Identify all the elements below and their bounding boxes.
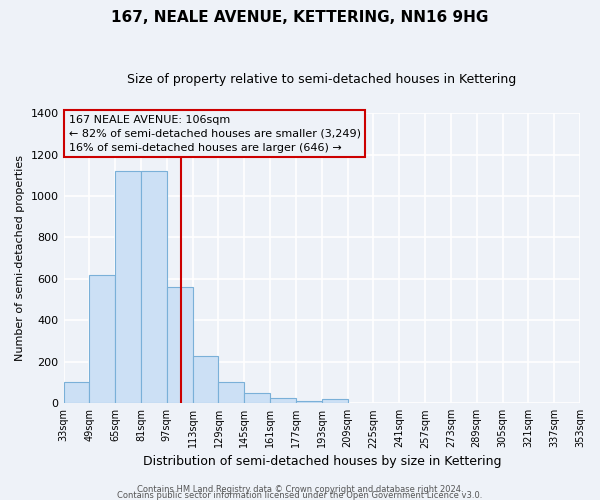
Bar [115,171,141,403]
Text: Contains HM Land Registry data © Crown copyright and database right 2024.: Contains HM Land Registry data © Crown c… [137,484,463,494]
Bar [270,398,296,403]
Y-axis label: Number of semi-detached properties: Number of semi-detached properties [15,155,25,361]
Bar [167,287,193,403]
Title: Size of property relative to semi-detached houses in Kettering: Size of property relative to semi-detach… [127,72,517,86]
X-axis label: Distribution of semi-detached houses by size in Kettering: Distribution of semi-detached houses by … [143,454,501,468]
Bar [296,401,322,403]
Bar [193,356,218,403]
Text: 167, NEALE AVENUE, KETTERING, NN16 9HG: 167, NEALE AVENUE, KETTERING, NN16 9HG [112,10,488,25]
Bar [244,393,270,403]
Bar [141,171,167,403]
Text: 167 NEALE AVENUE: 106sqm
← 82% of semi-detached houses are smaller (3,249)
16% o: 167 NEALE AVENUE: 106sqm ← 82% of semi-d… [69,114,361,152]
Bar [64,382,89,403]
Bar [89,274,115,403]
Text: Contains public sector information licensed under the Open Government Licence v3: Contains public sector information licen… [118,490,482,500]
Bar [322,399,347,403]
Bar [218,382,244,403]
